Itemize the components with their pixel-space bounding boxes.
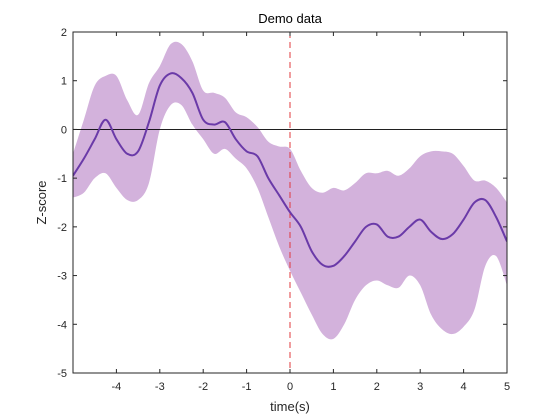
confidence-band [73, 41, 507, 340]
mean-line [73, 72, 507, 268]
x-tick-label: 3 [417, 381, 423, 393]
plot-marks [73, 32, 507, 373]
x-tick-label: -1 [242, 381, 252, 393]
x-tick-label: -4 [112, 381, 122, 393]
x-tick-label: 5 [504, 381, 510, 393]
x-tick-label: -3 [155, 381, 165, 393]
y-tick-label: 2 [61, 27, 67, 39]
y-tick-label: 0 [61, 124, 67, 136]
y-tick-label: -5 [57, 368, 67, 380]
x-tick-label: 1 [330, 381, 336, 393]
y-tick-label: -3 [57, 271, 67, 283]
chart-title: Demo data [258, 11, 322, 26]
x-tick-label: -2 [198, 381, 208, 393]
y-tick-label: -4 [57, 319, 67, 331]
y-tick-label: 1 [61, 76, 67, 88]
x-tick-label: 2 [374, 381, 380, 393]
y-tick-label: -1 [57, 173, 67, 185]
x-tick-label: 0 [287, 381, 293, 393]
y-axis-label: Z-score [34, 180, 49, 224]
x-tick-label: 4 [461, 381, 467, 393]
x-axis-label: time(s) [270, 399, 310, 414]
y-tick-label: -2 [57, 222, 67, 234]
